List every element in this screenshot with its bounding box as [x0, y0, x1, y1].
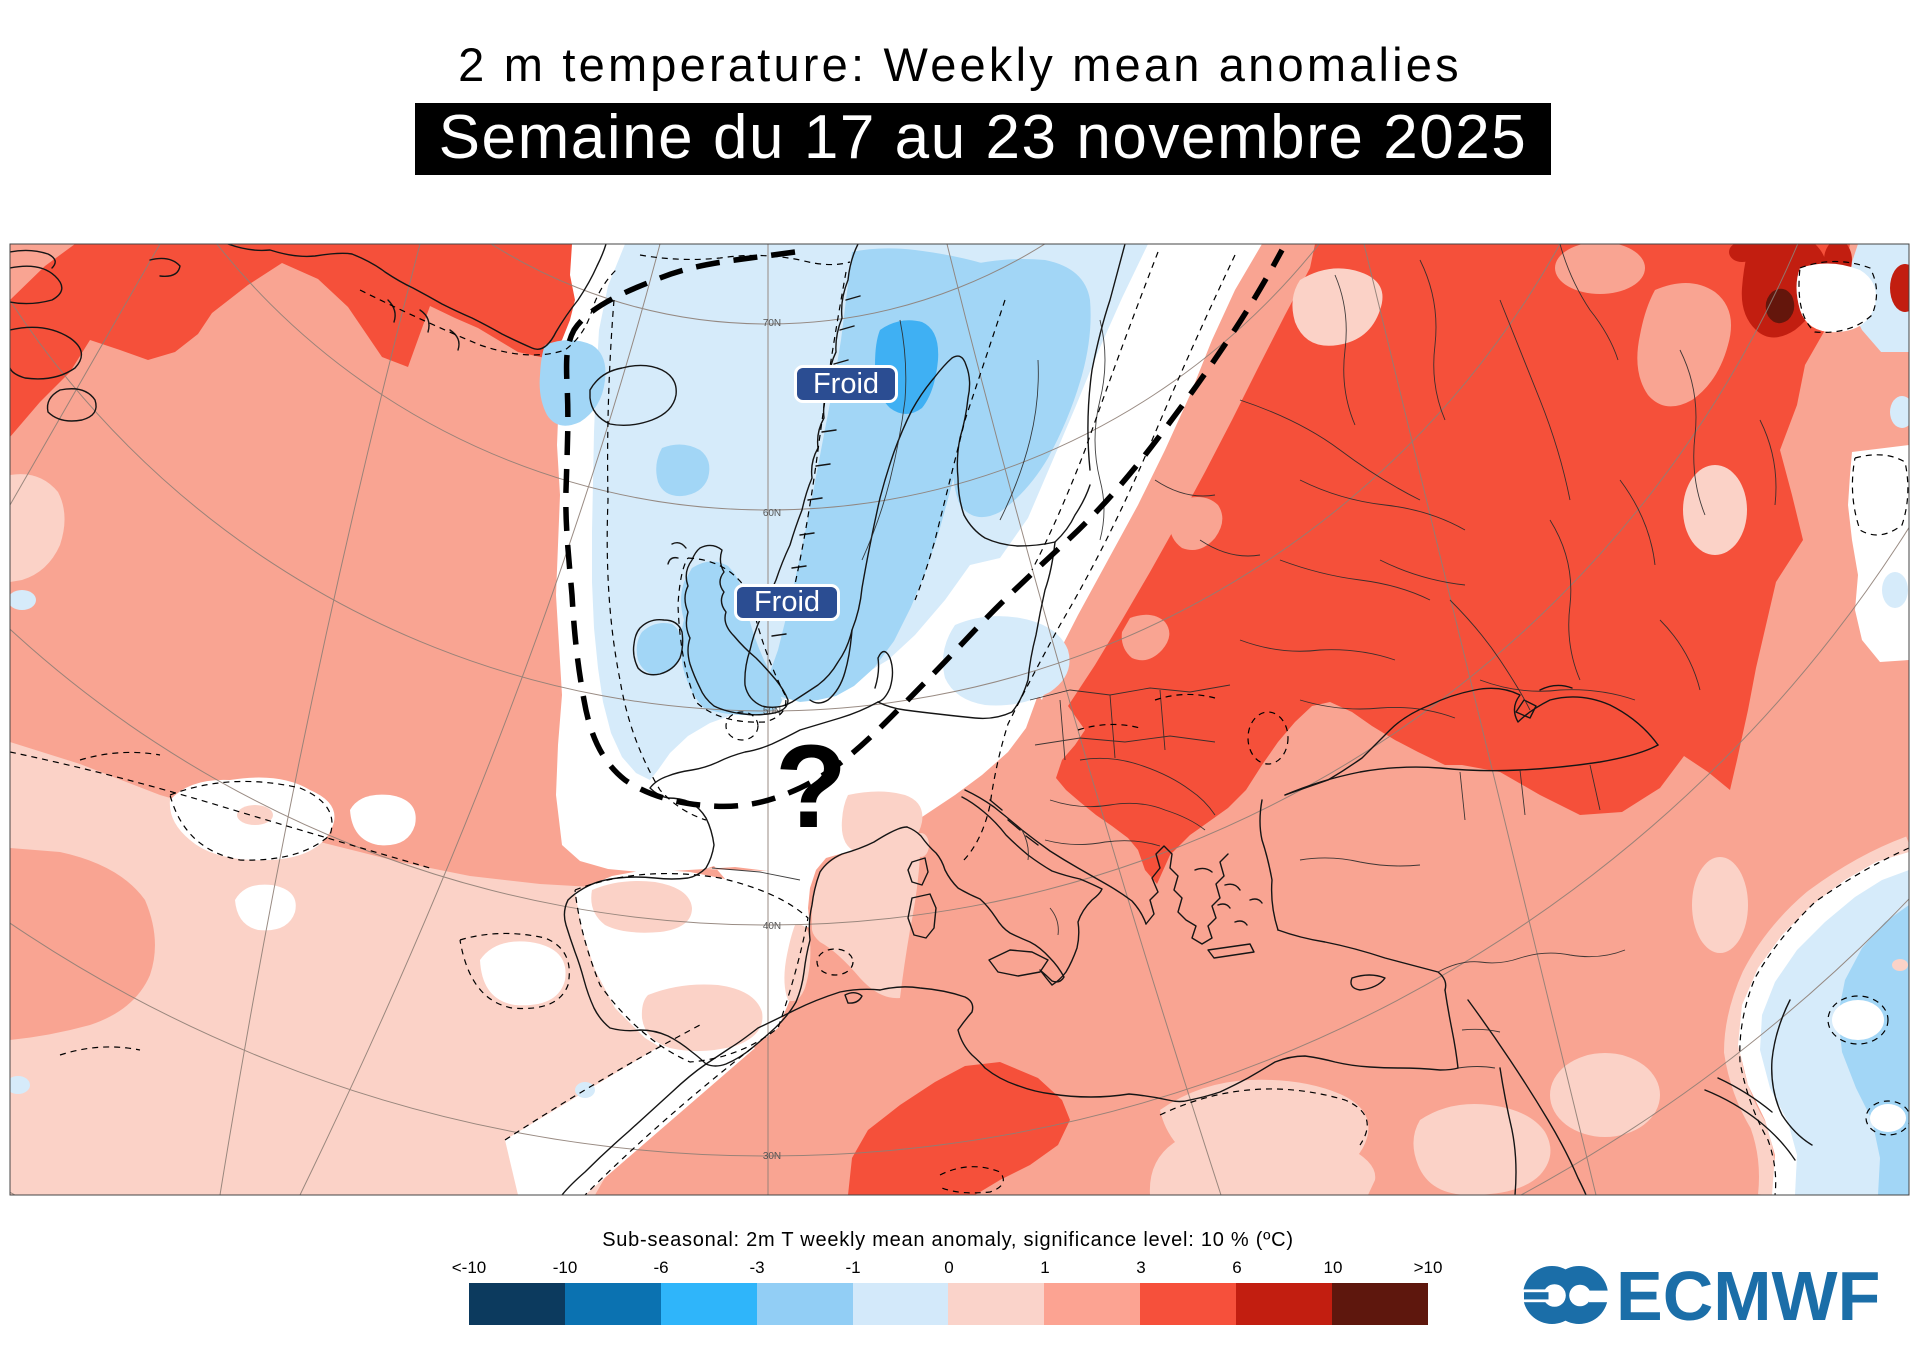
svg-text:50N: 50N: [763, 706, 781, 717]
svg-text:60N: 60N: [763, 508, 781, 519]
svg-text:ECMWF: ECMWF: [1616, 1257, 1880, 1335]
svg-text:40N: 40N: [763, 921, 781, 932]
svg-text:70N: 70N: [763, 318, 781, 329]
svg-text:30N: 30N: [763, 1151, 781, 1162]
